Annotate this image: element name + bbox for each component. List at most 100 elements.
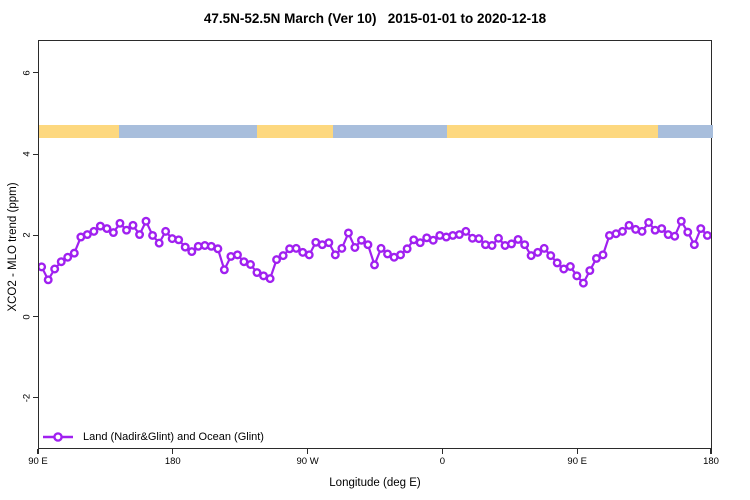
data-point-marker <box>102 224 112 234</box>
x-tick-label: 0 <box>439 456 446 467</box>
data-point-marker <box>337 243 347 253</box>
x-tick-mark <box>710 449 712 454</box>
data-point-marker <box>376 243 386 253</box>
data-point-marker <box>546 251 556 261</box>
data-point-marker <box>43 275 53 285</box>
data-point-marker <box>108 228 118 238</box>
data-point-marker <box>363 240 373 250</box>
data-point-marker <box>135 230 145 240</box>
data-point-marker <box>232 250 242 260</box>
data-point-marker <box>683 227 693 237</box>
band-segment-land <box>256 124 333 138</box>
data-point-marker <box>702 230 711 240</box>
data-point-marker <box>474 234 484 244</box>
data-point-marker <box>637 226 647 236</box>
band-segment-ocean <box>657 124 713 138</box>
data-point-marker <box>415 238 425 248</box>
legend: Land (Nadir&Glint) and Ocean (Glint) <box>42 431 264 443</box>
band-segment-ocean <box>119 124 257 138</box>
data-point-marker <box>39 262 47 272</box>
data-point-marker <box>644 218 654 227</box>
data-point-marker <box>63 252 73 262</box>
data-point-marker <box>265 274 275 284</box>
data-point-marker <box>69 248 79 258</box>
data-point-marker <box>246 260 255 269</box>
data-point-marker <box>343 228 353 238</box>
data-point-marker <box>154 238 164 248</box>
data-point-marker <box>539 243 549 253</box>
data-point-marker <box>526 251 536 261</box>
data-point-marker <box>507 239 517 249</box>
data-point-marker <box>689 240 699 250</box>
data-point-marker <box>454 230 464 240</box>
data-point-marker <box>272 255 282 265</box>
data-series-plot <box>39 216 711 288</box>
band-segment-ocean <box>332 124 447 138</box>
data-point-marker <box>252 268 262 278</box>
data-point-marker <box>585 266 595 276</box>
series-line <box>40 218 709 286</box>
data-point-marker <box>396 250 406 260</box>
data-point-marker <box>598 250 608 260</box>
data-point-marker <box>565 262 575 271</box>
legend-marker-icon <box>43 432 73 442</box>
x-tick-mark <box>576 449 578 454</box>
data-point-marker <box>213 244 223 254</box>
data-point-marker <box>291 243 301 253</box>
data-point-marker <box>180 242 190 252</box>
data-point-marker <box>461 226 471 236</box>
data-point-marker <box>187 247 197 257</box>
data-point-marker <box>591 253 601 263</box>
x-tick-mark <box>441 449 443 454</box>
legend-label: Land (Nadir&Glint) and Ocean (Glint) <box>83 431 264 443</box>
x-tick-mark <box>37 449 39 454</box>
x-tick-mark <box>172 449 174 454</box>
data-point-marker <box>402 244 412 254</box>
x-tick-label: 180 <box>703 456 719 467</box>
data-point-marker <box>330 250 340 260</box>
x-tick-mark <box>307 449 309 454</box>
y-tick-label: 6 <box>21 70 33 76</box>
y-tick-mark <box>33 397 38 399</box>
chart-title: 47.5N-52.5N March (Ver 10) 2015-01-01 to… <box>203 11 547 26</box>
data-point-marker <box>304 250 314 260</box>
data-point-marker <box>383 249 393 259</box>
y-tick-label: 4 <box>21 151 33 157</box>
x-tick-label: 90 E <box>567 456 587 467</box>
data-point-marker <box>624 220 634 230</box>
y-tick-mark <box>33 153 38 155</box>
band-segment-land <box>39 124 120 138</box>
y-tick-label: 0 <box>21 313 33 320</box>
data-point-marker <box>696 224 706 234</box>
data-point-marker <box>161 226 171 236</box>
data-point-marker <box>122 225 131 235</box>
data-point-marker <box>141 216 151 226</box>
y-tick-mark <box>33 234 38 236</box>
data-point-marker <box>487 241 497 250</box>
data-point-marker <box>572 271 582 281</box>
data-point-marker <box>89 226 99 236</box>
y-tick-mark <box>33 72 38 74</box>
data-point-marker <box>676 216 686 226</box>
data-point-marker <box>370 260 379 270</box>
x-tick-label: 90 W <box>296 456 319 467</box>
y-tick-label: 2 <box>21 232 33 239</box>
data-point-marker <box>128 220 138 230</box>
data-point-marker <box>82 230 92 240</box>
data-point-marker <box>520 240 530 250</box>
band-segment-land <box>446 124 658 138</box>
data-point-marker <box>115 218 125 228</box>
data-point-marker <box>670 231 680 241</box>
data-point-marker <box>356 235 366 245</box>
data-point-marker <box>533 247 543 257</box>
data-point-marker <box>513 234 523 244</box>
data-point-marker <box>657 224 667 234</box>
data-point-marker <box>618 226 627 236</box>
x-tick-label: 90 E <box>28 456 48 467</box>
data-point-marker <box>174 235 184 245</box>
data-point-marker <box>219 265 229 275</box>
data-point-marker <box>494 233 503 243</box>
data-point-marker <box>428 235 438 245</box>
y-axis-title: XCO2 - MLO trend (ppm) <box>7 182 19 312</box>
